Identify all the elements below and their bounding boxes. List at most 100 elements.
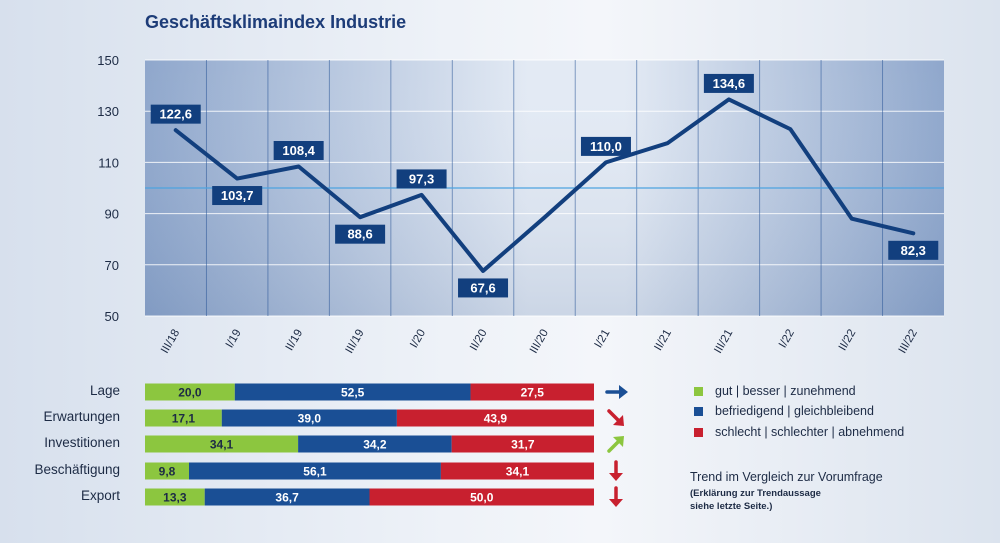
data-label: 108,4 [273,140,324,160]
x-tick-label: III/21 [712,328,735,356]
bar-value-label: 34,2 [363,438,387,452]
bar-segment [451,435,594,453]
bar-value-label: 27,5 [521,386,545,400]
data-label-text: 122,6 [159,107,192,122]
bar-value-label: 43,9 [484,412,508,426]
bar-value-label: 34,1 [210,438,234,452]
bar-segment [470,383,594,401]
trend-arrows [605,385,628,507]
trend-arrow-down-right [607,409,624,426]
bar-segment [396,409,594,427]
stacked-bars: 20,0 52,5 27,5 17,1 39,0 43,9 34,1 34,2 31,7 9,8 5… [145,383,594,506]
data-label-bg [273,140,324,160]
x-tick-label: I/22 [777,328,797,351]
data-label: 122,6 [150,104,201,124]
legend-label-bad: schlecht | schlechter | abnehmend [715,425,905,439]
legend-label-neutral: befriedigend | gleichbleibend [715,404,874,418]
bar-row-label: Investitionen [44,435,120,450]
bar-segment [298,435,452,453]
x-tick-label: III/22 [897,328,920,356]
bar-row-label: Erwartungen [43,409,120,424]
data-label-text: 97,3 [409,171,434,186]
data-label-text: 82,3 [901,243,926,258]
bar-row-label: Beschäftigung [34,462,120,477]
data-label-bg [150,104,201,124]
x-tick-label: II/21 [652,328,674,353]
data-label-bg [396,169,447,189]
bar-segment [204,488,370,506]
bar-value-label: 36,7 [275,491,299,505]
x-tick-label: III/20 [528,328,551,356]
data-label-text: 67,6 [470,280,495,295]
y-tick-label: 70 [105,258,119,273]
data-label: 88,6 [335,224,386,244]
trend-arrow-up-right [607,436,624,453]
legend-item-good: gut | besser | zunehmend [694,384,856,398]
data-label-bg [335,224,386,244]
x-tick-label: III/19 [344,328,367,356]
trend-sub-2: siehe letzte Seite.) [690,501,773,512]
grid-lines [145,59,944,317]
y-axis: 50 70 90 110 130 150 [97,53,119,324]
bar-segment [145,383,235,401]
data-label: 67,6 [458,278,509,298]
bar-value-label: 31,7 [511,438,535,452]
x-tick-label: I/21 [593,328,613,351]
x-tick-label: III/18 [159,328,182,356]
bar-value-label: 50,0 [470,491,494,505]
bar-segment [189,462,441,480]
x-tick-label: I/20 [408,328,428,351]
chart-title: Geschäftsklimaindex Industrie [145,12,407,32]
line-series [173,97,916,273]
data-label: 110,0 [580,136,631,156]
bar-segment [440,462,594,480]
x-tick-label: II/20 [468,328,490,353]
series-line [173,97,916,273]
bar-value-label: 9,8 [159,465,176,479]
bar-value-label: 34,1 [506,465,530,479]
data-label: 97,3 [396,169,447,189]
legend-item-bad: schlecht | schlechter | abnehmend [694,425,904,439]
data-label: 82,3 [888,240,939,260]
data-label: 134,6 [703,73,754,93]
y-tick-label: 110 [98,155,119,170]
x-tick-label: I/19 [224,328,244,351]
data-label-bg [458,278,509,298]
data-label-bg [888,240,939,260]
bar-segment [145,488,205,506]
data-label-text: 103,7 [221,188,254,203]
bar-segment [145,409,222,427]
data-label: 103,7 [212,186,263,206]
y-tick-label: 130 [97,104,119,119]
bar-segment [221,409,397,427]
data-label-bg [580,136,631,156]
trend-arrow-flat [605,385,628,399]
bar-value-label: 56,1 [303,465,327,479]
bar-row-label: Lage [89,383,120,398]
y-tick-label: 90 [105,207,119,222]
legend-swatch-neutral [694,406,703,416]
x-tick-label: II/19 [284,328,306,353]
data-label-text: 134,6 [713,76,746,91]
legend-swatch-bad [694,427,703,437]
y-tick-label: 150 [97,53,119,68]
bar-row-label: Export [80,488,120,503]
bar-value-label: 13,3 [163,491,187,505]
bar-segment [145,435,299,453]
bar-value-label: 52,5 [341,386,365,400]
data-label-text: 110,0 [590,139,622,154]
y-tick-label: 50 [105,309,119,324]
x-axis: III/18 I/19 II/19 III/19 I/20 II/20 III/20 I/21… [159,328,920,356]
trend-arrow-down [609,460,623,481]
bar-value-label: 20,0 [178,386,202,400]
trend-sub-1: (Erklärung zur Trendaussage [690,488,821,499]
bar-segment [369,488,594,506]
legend-item-neutral: befriedigend | gleichbleibend [694,404,874,418]
legend-swatch-good [694,386,703,396]
trend-arrow-down [609,486,623,507]
bar-value-label: 17,1 [172,412,196,426]
data-labels: 122,6 103,7 108,4 88,6 97,3 67,6 110,0 134,6 82,… [150,73,939,298]
bar-segment [234,383,471,401]
data-label-text: 88,6 [347,227,372,242]
bar-value-label: 39,0 [298,412,322,426]
